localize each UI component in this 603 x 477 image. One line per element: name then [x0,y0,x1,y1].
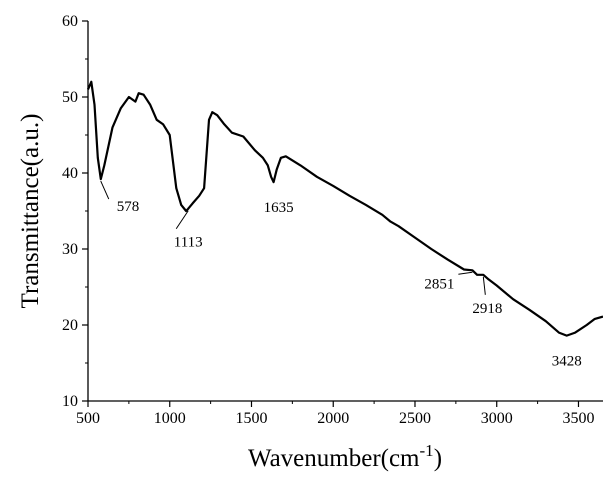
x-axis-title: Wavenumber(cm-1) [248,441,442,472]
y-axis-title: Transmittance(a.u.) [17,114,44,309]
y-tick-label: 60 [62,13,78,30]
y-tick-label: 20 [62,317,78,334]
y-tick-label: 10 [62,393,78,410]
x-tick-label: 2500 [399,410,431,427]
y-tick-label: 40 [62,165,78,182]
peak-label: 3428 [552,354,582,370]
x-tick-label: 3000 [481,410,513,427]
peak-label: 2918 [472,301,502,317]
peak-label: 1635 [264,200,294,216]
y-axis-ticks: 10 20 30 40 50 60 [62,13,88,410]
x-tick-label: 2000 [317,410,349,427]
peak-label: 578 [117,199,140,215]
annotation-pointer [458,271,473,275]
x-axis-title-sup: -1 [420,441,434,460]
x-tick-label: 3500 [562,410,594,427]
y-tick-label: 50 [62,89,78,106]
x-tick-label: 500 [76,410,100,427]
x-tick-label: 1000 [154,410,186,427]
plot-frame [87,21,603,402]
spectrum-line [86,80,603,337]
peak-label: 2851 [424,276,454,292]
annotation-pointer [175,210,189,229]
x-tick-label: 1500 [235,410,267,427]
annotation-pointer [482,276,486,295]
x-axis-ticks: 500 1000 1500 2000 2500 3000 3500 [76,401,594,427]
x-axis-title-main: Wavenumber(cm [248,445,420,472]
y-tick-label: 30 [62,241,78,258]
annotation-pointer [100,180,110,200]
peak-label: 1113 [174,235,203,251]
peak-annotations: 578 1113 1635 2851 2918 3428 [100,180,582,370]
x-axis-title-close: ) [434,445,442,472]
